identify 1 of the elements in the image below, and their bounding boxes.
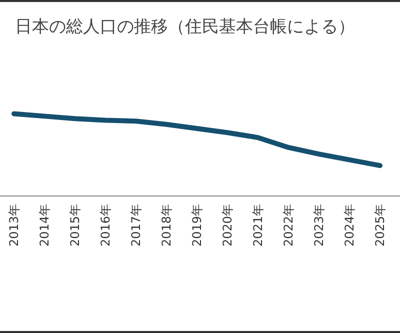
title: 日本の総人口の推移（住民基本台帳による）: [15, 17, 355, 37]
